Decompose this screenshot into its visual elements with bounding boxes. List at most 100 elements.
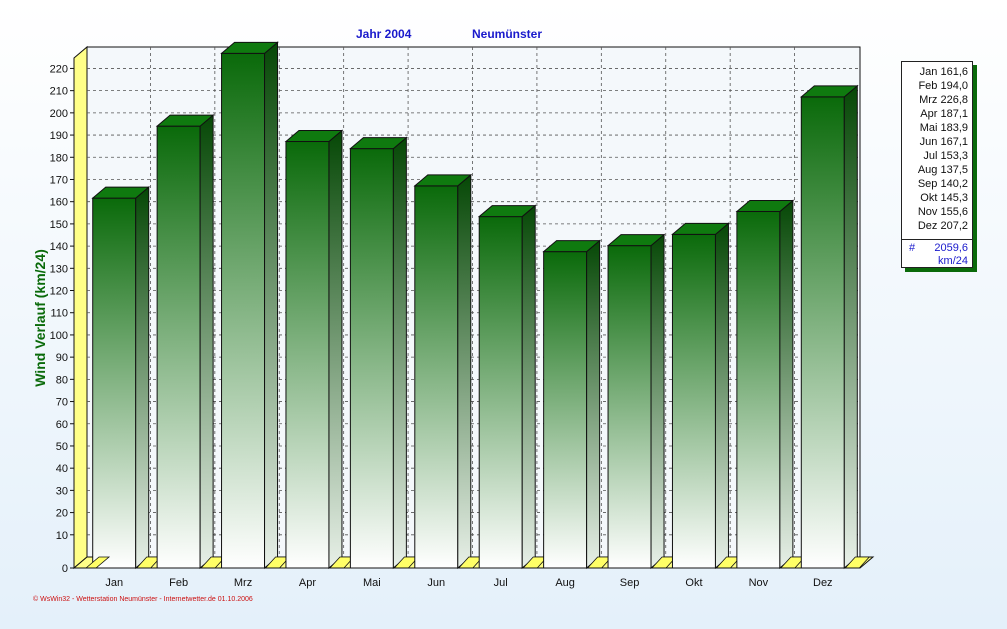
bar-front — [800, 96, 845, 569]
chart-title-year: Jahr 2004 — [356, 27, 412, 41]
bar-top — [91, 186, 151, 199]
bar-side — [714, 222, 729, 570]
bar-front — [736, 210, 781, 569]
x-tick-label: Apr — [299, 577, 316, 589]
x-tick-label: Jan — [105, 577, 123, 589]
bar-front — [92, 197, 137, 569]
bar-side — [199, 114, 214, 570]
bar-side — [650, 233, 665, 570]
x-tick-label: Mrz — [234, 577, 252, 589]
bar-top — [220, 41, 279, 54]
bar-top — [799, 85, 859, 98]
bar-jul — [477, 204, 549, 570]
y-tick-label: 70 — [56, 397, 68, 409]
chart-title-station: Neumünster — [472, 27, 543, 41]
x-tick-label: Okt — [685, 577, 702, 589]
x-tick-label: Nov — [749, 577, 769, 589]
bar-top — [671, 222, 730, 235]
bar-front — [221, 52, 266, 569]
y-tick-label: 120 — [50, 286, 68, 298]
legend-entry-jan: Jan 161,6 — [919, 66, 968, 78]
bar-jan — [91, 186, 162, 570]
legend-entry-sep: Sep 140,2 — [917, 178, 968, 190]
bar-top — [477, 205, 537, 218]
y-tick-label: 0 — [62, 563, 68, 575]
bar-side — [135, 186, 150, 570]
bar-front — [607, 245, 652, 569]
x-tick-label: Jun — [427, 577, 445, 589]
bar-side — [779, 199, 794, 570]
bar-top — [284, 130, 344, 143]
bar-top — [606, 234, 666, 247]
x-tick-label: Aug — [555, 577, 575, 589]
bar-dez — [799, 84, 871, 570]
legend-entry-mrz: Mrz 226,8 — [919, 94, 968, 106]
legend-entry-jul: Jul 153,3 — [923, 150, 968, 162]
y-tick-label: 190 — [50, 130, 68, 142]
legend-entry-nov: Nov 155,6 — [917, 206, 968, 218]
legend-unit: km/24 — [938, 255, 968, 267]
y-tick-label: 80 — [56, 374, 68, 386]
plot-left-wall — [73, 45, 88, 570]
bar-top — [735, 199, 795, 212]
bar-front — [543, 251, 588, 569]
bar-front — [285, 141, 330, 569]
y-tick-label: 40 — [56, 463, 68, 475]
y-tick-label: 20 — [56, 508, 68, 520]
bar-front — [671, 233, 716, 569]
y-tick-label: 110 — [50, 308, 68, 320]
bar-front — [349, 148, 394, 569]
bar-apr — [284, 129, 355, 570]
x-tick-label: Jul — [494, 577, 508, 589]
y-tick-label: 210 — [50, 86, 68, 98]
bar-aug — [542, 239, 613, 570]
y-tick-label: 90 — [56, 352, 68, 364]
bar-sep — [606, 233, 677, 570]
bar-jun — [413, 173, 484, 570]
footer-credit: © WsWin32 - Wetterstation Neumünster - I… — [33, 596, 253, 603]
bar-front — [414, 185, 459, 569]
y-tick-label: 180 — [50, 152, 68, 164]
legend-entry-feb: Feb 194,0 — [918, 80, 968, 92]
legend-box: Jan 161,6 Feb 194,0 Mrz 226,8 Apr 187,1 Mai … — [901, 61, 973, 268]
bar-okt — [671, 222, 742, 570]
y-tick-label: 60 — [56, 419, 68, 431]
bar-side — [586, 239, 601, 570]
y-tick-label: 170 — [50, 174, 68, 186]
bar-side — [264, 41, 279, 570]
legend-total: 2059,6 — [934, 242, 968, 254]
x-tick-label: Dez — [813, 577, 833, 589]
legend-entry-aug: Aug 137,5 — [917, 164, 968, 176]
legend-total-symbol: # — [909, 242, 916, 254]
bar-side — [521, 204, 536, 570]
y-tick-label: 100 — [50, 330, 68, 342]
y-tick-label: 50 — [56, 441, 68, 453]
plot-back-wall — [86, 46, 861, 558]
y-tick-label: 140 — [50, 241, 68, 253]
bar-top — [155, 114, 215, 127]
bar-feb — [155, 114, 227, 570]
bar-top — [542, 240, 601, 253]
y-tick-label: 150 — [50, 219, 68, 231]
legend-entry-mai: Mai 183,9 — [919, 122, 968, 134]
bar-front — [156, 125, 201, 569]
x-tick-label: Mai — [363, 577, 381, 589]
x-tick-label: Feb — [169, 577, 188, 589]
legend-entry-jun: Jun 167,1 — [919, 136, 968, 148]
y-tick-label: 10 — [56, 530, 68, 542]
bar-mrz — [220, 41, 291, 570]
bar-top — [349, 137, 408, 150]
bar-nov — [735, 199, 806, 570]
bar-side — [392, 136, 407, 570]
x-tick-label: Sep — [620, 577, 640, 589]
bar-side — [328, 129, 343, 570]
y-tick-label: 200 — [50, 108, 68, 120]
legend-entry-apr: Apr 187,1 — [920, 108, 968, 120]
y-tick-label: 220 — [50, 63, 68, 75]
y-tick-label: 160 — [50, 197, 68, 209]
y-tick-label: 30 — [56, 485, 68, 497]
bar-side — [843, 84, 858, 570]
bar-front — [478, 216, 523, 569]
